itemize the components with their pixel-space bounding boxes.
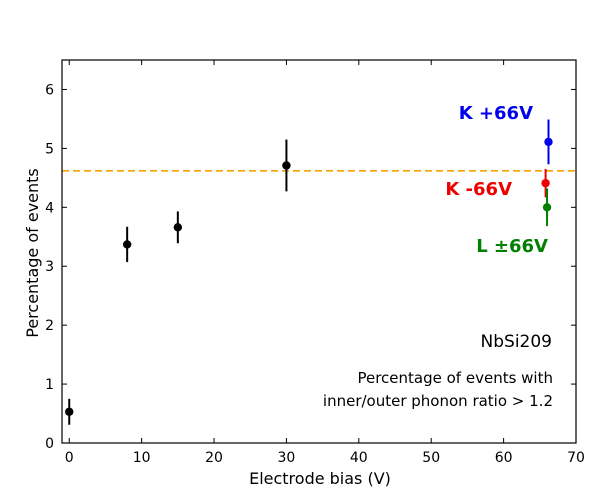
y-tick-label: 1 xyxy=(45,377,54,393)
data-point xyxy=(65,407,74,416)
data-point xyxy=(122,240,132,249)
y-tick-label: 6 xyxy=(45,82,54,98)
x-tick-label: 30 xyxy=(278,450,296,466)
y-tick-label: 3 xyxy=(45,259,54,275)
y-tick-label: 0 xyxy=(45,436,54,452)
label-k-minus-66v: K -66V xyxy=(445,179,512,200)
data-marks-layer xyxy=(65,119,553,425)
data-point xyxy=(173,223,183,232)
x-axis-label: Electrode bias (V) xyxy=(249,469,391,488)
y-tick-label: 4 xyxy=(45,200,54,216)
label-l-pm-66v: L ±66V xyxy=(476,236,548,257)
x-tick-label: 70 xyxy=(567,450,585,466)
data-point xyxy=(544,137,553,147)
ticks-layer: 0 10 20 30 40 50 60 70 0 1 2 3 4 5 6 xyxy=(45,60,585,466)
x-tick-label: 60 xyxy=(495,450,513,466)
sample-name: NbSi209 xyxy=(481,332,552,352)
x-tick-label: 10 xyxy=(133,450,151,466)
data-point xyxy=(541,178,550,188)
label-k-plus-66v: K +66V xyxy=(459,103,533,124)
y-tick-label: 2 xyxy=(45,318,54,334)
x-tick-label: 20 xyxy=(205,450,223,466)
note-line-2: inner/outer phonon ratio > 1.2 xyxy=(323,392,553,410)
x-tick-label: 50 xyxy=(422,450,440,466)
y-tick-label: 5 xyxy=(45,141,54,157)
data-point xyxy=(542,203,552,212)
note-line-1: Percentage of events with xyxy=(357,369,553,387)
x-tick-label: 40 xyxy=(350,450,368,466)
plot-frame xyxy=(61,59,577,444)
x-tick-label: 0 xyxy=(65,450,74,466)
data-point xyxy=(282,161,291,170)
y-axis-label: Percentage of events xyxy=(23,168,42,338)
